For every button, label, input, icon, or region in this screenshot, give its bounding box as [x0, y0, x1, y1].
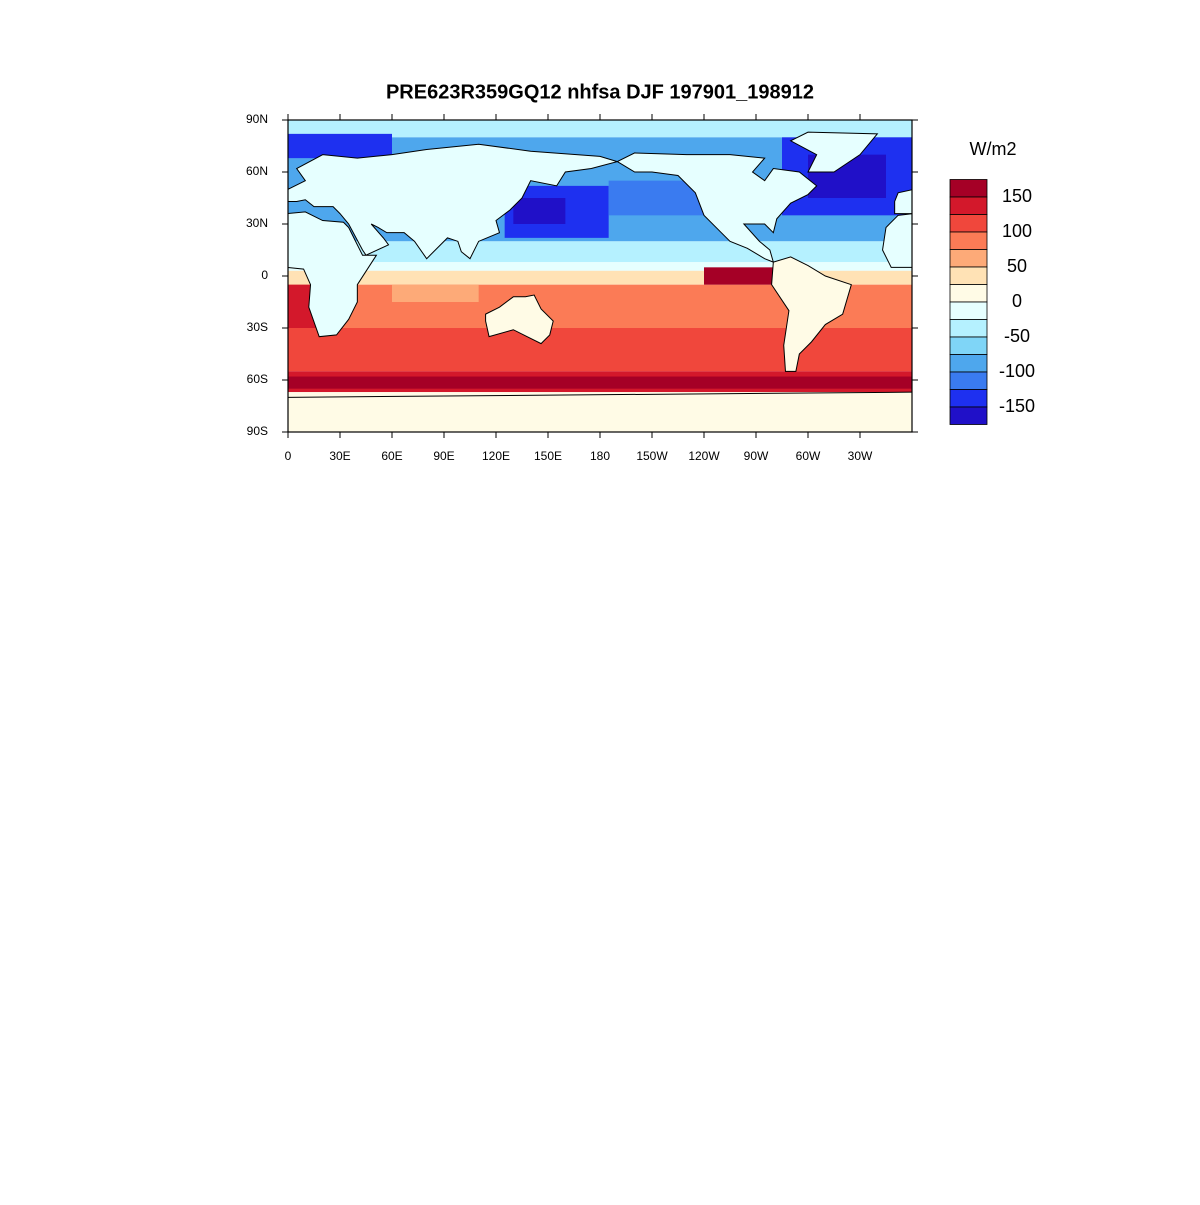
colorbar-label: -100: [999, 361, 1035, 381]
south-america: [771, 256, 852, 372]
australia: [485, 294, 554, 345]
x-tick-label: 150W: [636, 449, 668, 463]
x-tick-label: 30E: [329, 449, 350, 463]
x-tick-label: 180: [590, 449, 610, 463]
y-tick-label: 0: [261, 268, 268, 282]
north-america: [616, 152, 818, 263]
field-region: [288, 262, 912, 271]
map-title: PRE623R359GQ12 nhfsa DJF 197901_198912: [386, 81, 814, 103]
field-region: [288, 392, 912, 432]
x-tick-label: 120W: [688, 449, 720, 463]
antarctic-coast: [288, 391, 912, 398]
x-tick-label: 120E: [482, 449, 510, 463]
field-region: [288, 376, 912, 389]
colorbar-label: 50: [1007, 256, 1027, 276]
x-tick-label: 60W: [796, 449, 821, 463]
x-tick-label: 150E: [534, 449, 562, 463]
greenland: [789, 131, 879, 173]
x-tick-label: 60E: [381, 449, 402, 463]
colorbar-units: W/m2: [970, 139, 1017, 159]
iberia: [894, 189, 912, 215]
colorbar-box: [949, 301, 988, 320]
colorbar-box: [949, 406, 988, 425]
colorbar-box: [949, 196, 988, 215]
y-tick-label: 60N: [246, 164, 268, 178]
field-region: [513, 198, 566, 224]
y-tick-label: 30S: [247, 320, 268, 334]
y-tick-label: 90N: [246, 112, 268, 126]
colorbar-box: [949, 179, 988, 198]
colorbar-box: [949, 284, 988, 303]
field-region: [288, 133, 392, 159]
field-region: [392, 284, 479, 302]
x-tick-label: 0: [285, 449, 292, 463]
field-region: [288, 328, 912, 372]
colorbar-label: -150: [999, 396, 1035, 416]
colorbar-box: [949, 336, 988, 355]
colorbar-box: [949, 249, 988, 268]
africa: [288, 211, 378, 338]
colorbar-box: [949, 214, 988, 233]
x-tick-label: 90W: [744, 449, 769, 463]
colorbar-label: 100: [1002, 221, 1032, 241]
colorbar-label: -50: [1004, 326, 1030, 346]
x-tick-label: 90E: [433, 449, 454, 463]
x-tick-label: 30W: [848, 449, 873, 463]
y-tick-label: 90S: [247, 424, 268, 438]
colorbar-box: [949, 231, 988, 250]
map-field: [288, 120, 912, 432]
colorbar-box: [949, 319, 988, 338]
field-region: [288, 120, 912, 138]
eurasia: [288, 143, 620, 260]
colorbar-box: [949, 389, 988, 408]
colorbar-box: [949, 354, 988, 373]
west-africa: [882, 213, 912, 268]
y-tick-label: 60S: [247, 372, 268, 386]
colorbar-label: 150: [1002, 186, 1032, 206]
y-tick-label: 30N: [246, 216, 268, 230]
field-region: [608, 180, 704, 216]
colorbar-label: 0: [1012, 291, 1022, 311]
colorbar-box: [949, 371, 988, 390]
colorbar-box: [949, 266, 988, 285]
